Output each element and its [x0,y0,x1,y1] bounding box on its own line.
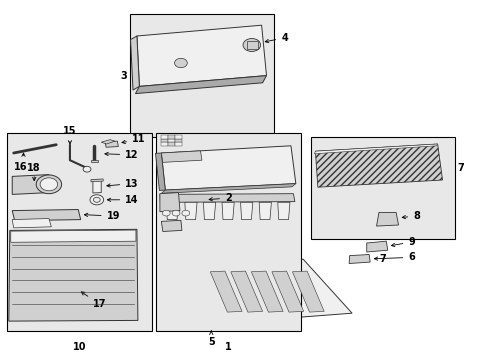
Bar [310,137,454,239]
Bar [168,139,175,142]
Polygon shape [210,271,242,312]
Text: 1: 1 [225,342,231,352]
Text: 13: 13 [107,179,139,189]
Polygon shape [155,153,165,190]
Polygon shape [292,271,324,312]
Text: 11: 11 [122,134,145,144]
Text: 4: 4 [264,33,287,43]
Text: 9: 9 [390,237,414,247]
Circle shape [83,166,91,172]
Text: 7: 7 [379,254,385,264]
Polygon shape [315,144,442,187]
Polygon shape [161,220,182,231]
Text: 2: 2 [209,193,231,203]
Polygon shape [101,140,115,144]
Text: 12: 12 [105,150,139,160]
Polygon shape [166,202,178,220]
Polygon shape [11,230,136,242]
Polygon shape [159,270,210,328]
Text: 18: 18 [27,163,41,173]
Polygon shape [91,179,103,182]
Polygon shape [130,36,139,90]
Polygon shape [348,255,369,264]
Bar [161,142,168,146]
Polygon shape [105,141,118,147]
Polygon shape [314,144,437,154]
Polygon shape [9,229,138,321]
Text: 15: 15 [63,126,77,136]
Polygon shape [161,151,202,162]
Text: 7: 7 [456,163,463,172]
Bar [161,139,168,142]
Polygon shape [230,271,262,312]
Circle shape [182,210,189,216]
Polygon shape [12,219,51,228]
Polygon shape [203,202,215,220]
Bar [168,142,175,146]
Polygon shape [259,202,271,220]
Text: 17: 17 [81,292,106,309]
Circle shape [40,178,58,191]
Text: 3: 3 [120,71,127,81]
Polygon shape [161,184,295,193]
Polygon shape [160,194,294,202]
Polygon shape [240,202,252,220]
Polygon shape [366,241,387,252]
Polygon shape [161,146,295,190]
Text: 19: 19 [84,211,120,221]
Bar [168,135,175,139]
Bar [175,139,182,142]
Circle shape [174,58,187,68]
Polygon shape [93,180,101,193]
Bar [7,133,151,331]
Polygon shape [184,202,197,220]
Bar [175,135,182,139]
Text: 5: 5 [207,331,214,347]
Polygon shape [277,202,289,220]
Polygon shape [163,259,351,324]
Bar [161,135,168,139]
Polygon shape [12,175,49,194]
Polygon shape [137,25,266,86]
Bar [175,142,182,146]
Polygon shape [271,271,303,312]
Circle shape [172,210,180,216]
Circle shape [36,175,61,194]
Polygon shape [135,76,266,94]
Polygon shape [251,271,283,312]
Bar [129,14,273,137]
Polygon shape [376,212,398,226]
Polygon shape [12,210,81,221]
Bar [91,160,98,162]
Circle shape [93,197,100,202]
Text: 16: 16 [14,162,27,172]
Circle shape [90,195,103,205]
Text: 6: 6 [374,252,414,262]
Circle shape [243,39,260,51]
Circle shape [162,210,170,216]
Text: 14: 14 [107,195,139,205]
Text: 10: 10 [73,342,86,352]
Bar [156,133,300,331]
Polygon shape [160,193,180,212]
Text: 8: 8 [402,211,419,221]
Polygon shape [222,202,234,220]
Bar [246,41,257,49]
